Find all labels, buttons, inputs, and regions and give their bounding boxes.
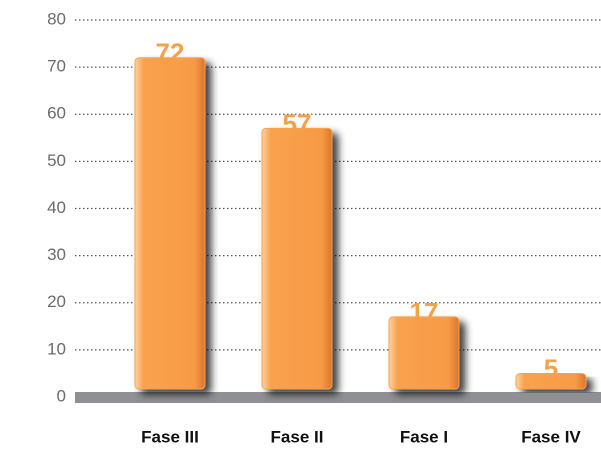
- bar: [261, 127, 333, 390]
- x-tick-label: Fase IV: [521, 427, 581, 446]
- value-label: 17: [410, 297, 439, 327]
- y-tick-label: 80: [47, 9, 66, 28]
- y-tick-label: 40: [47, 198, 66, 217]
- value-label: 57: [283, 108, 312, 138]
- y-tick-label: 0: [57, 386, 66, 405]
- x-tick-label: Fase III: [141, 427, 199, 446]
- y-tick-label: 10: [47, 339, 66, 358]
- bar: [134, 57, 206, 390]
- y-tick-label: 30: [47, 245, 66, 264]
- y-tick-label: 60: [47, 104, 66, 123]
- x-tick-label: Fase II: [271, 427, 324, 446]
- x-tick-label: Fase I: [400, 427, 448, 446]
- value-label: 5: [544, 353, 558, 383]
- y-tick-label: 70: [47, 57, 66, 76]
- y-tick-label: 20: [47, 292, 66, 311]
- y-tick-label: 50: [47, 151, 66, 170]
- bar: [515, 372, 587, 390]
- bar: [388, 316, 460, 390]
- floor: [75, 392, 601, 403]
- value-label: 72: [156, 38, 185, 68]
